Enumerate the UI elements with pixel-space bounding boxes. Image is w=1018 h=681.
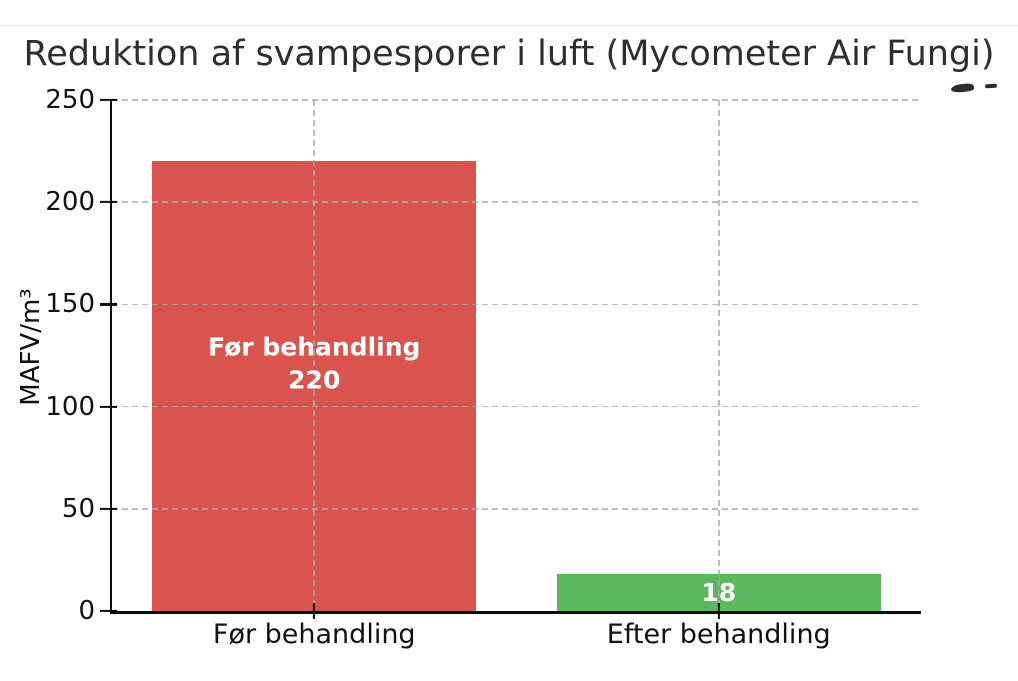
clipped-glyph-artifact xyxy=(950,83,975,93)
y-tick-mark xyxy=(100,609,117,613)
y-tick-mark xyxy=(100,201,117,204)
y-tick-label: 250 xyxy=(45,85,95,115)
bar-value-label: Før behandling 220 xyxy=(208,331,421,395)
y-tick-mark xyxy=(100,507,117,510)
y-tick-label: 150 xyxy=(45,289,95,320)
y-tick-label: 100 xyxy=(45,391,95,422)
x-tick-mark xyxy=(313,603,316,619)
y-tick-label: 200 xyxy=(45,187,95,218)
clipped-glyph-artifact xyxy=(984,83,998,89)
y-gridline xyxy=(112,99,921,101)
y-gridline xyxy=(112,508,921,510)
x-gridline xyxy=(313,100,316,611)
x-tick-label-before: Før behandling xyxy=(212,619,416,650)
bar-value-label: 18 xyxy=(701,577,737,607)
y-axis-label: MAFV/m³ xyxy=(16,288,46,406)
y-tick-mark xyxy=(100,98,117,102)
y-tick-mark xyxy=(100,303,117,306)
y-gridline xyxy=(112,303,921,306)
top-divider-line xyxy=(0,25,1018,26)
y-gridline xyxy=(112,405,921,408)
y-gridline xyxy=(112,201,921,203)
y-tick-label: 0 xyxy=(78,596,95,626)
x-tick-mark xyxy=(717,603,720,619)
y-tick-mark xyxy=(100,405,117,408)
chart-title: Reduktion af svampesporer i luft (Mycome… xyxy=(23,34,995,74)
x-tick-label-after: Efter behandling xyxy=(606,619,831,650)
x-gridline xyxy=(717,100,720,611)
y-tick-label: 50 xyxy=(61,493,95,524)
plot-area: Før behandling 220 18 0 50 100 150 200 250 Før b… xyxy=(45,85,921,650)
